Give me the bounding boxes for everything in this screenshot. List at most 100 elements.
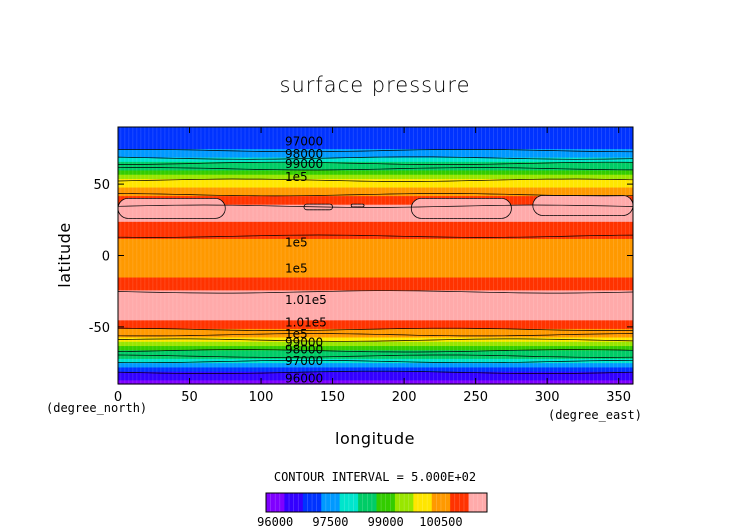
colorbar-segment bbox=[321, 493, 340, 512]
y-axis-label: latitude bbox=[55, 222, 74, 287]
contour-line bbox=[117, 234, 634, 238]
contour-label: 1e5 bbox=[285, 261, 308, 275]
contour-line bbox=[118, 149, 634, 153]
heatmap-band bbox=[118, 276, 633, 282]
heatmap-band bbox=[118, 332, 633, 338]
heatmap-band bbox=[118, 294, 633, 299]
contour-overlay: 9700098000990001e51e51e51.01e51.01e51e59… bbox=[117, 127, 634, 385]
heatmap-band bbox=[118, 289, 633, 295]
colorbar-segment bbox=[376, 493, 396, 512]
contour-label: 1.01e5 bbox=[285, 293, 327, 307]
colorbar-tick-label: 97500 bbox=[312, 515, 348, 529]
x-axis: 0 50 100 150 200 250 300 350 bbox=[114, 127, 631, 405]
contour-line bbox=[117, 156, 634, 160]
contour-label: 1.01e5 bbox=[285, 316, 327, 330]
heatmap-band bbox=[118, 354, 633, 359]
heatmap-band bbox=[118, 234, 633, 239]
x-tick-label: 200 bbox=[392, 390, 417, 405]
heatmap-band bbox=[118, 302, 633, 308]
colorbar-tick-label: 96000 bbox=[257, 515, 293, 529]
x-tick-label: 250 bbox=[463, 390, 488, 405]
colorbar-segment bbox=[450, 493, 469, 512]
colorbar-segment bbox=[468, 493, 488, 512]
contour-interval-text: CONTOUR INTERVAL = 5.000E+02 bbox=[274, 470, 476, 484]
x-unit-label: (degree_east) bbox=[548, 408, 642, 422]
colorbar-tick-label: 100500 bbox=[419, 515, 462, 529]
heatmap-band bbox=[118, 259, 633, 265]
heatmap-band bbox=[118, 336, 633, 342]
heatmap-band bbox=[118, 221, 633, 227]
x-tick-label: 150 bbox=[320, 390, 345, 405]
heatmap-band bbox=[118, 144, 633, 150]
heatmap-band bbox=[118, 195, 633, 201]
contour-label: 96000 bbox=[285, 371, 323, 385]
colorbar-tick-label: 99000 bbox=[368, 515, 404, 529]
contour-label: 1e5 bbox=[285, 327, 308, 341]
colorbar-frame bbox=[265, 492, 488, 513]
heatmap-band bbox=[118, 268, 633, 274]
heatmap-band bbox=[118, 212, 633, 218]
chart-title: surface pressure bbox=[280, 73, 471, 97]
heatmap-band bbox=[118, 341, 633, 347]
heatmap-band bbox=[118, 298, 633, 304]
contour-line bbox=[117, 349, 634, 353]
high-pressure-cell bbox=[350, 203, 365, 208]
colorbar-segment bbox=[266, 493, 285, 512]
x-tick-label: 0 bbox=[114, 390, 122, 405]
colorbar-segment bbox=[302, 493, 322, 512]
colorbar-segment bbox=[394, 493, 414, 512]
x-tick-label: 350 bbox=[606, 390, 631, 405]
contour-label: 1e5 bbox=[285, 236, 308, 250]
colorbar-segment bbox=[339, 493, 359, 512]
x-tick-label: 100 bbox=[249, 390, 274, 405]
heatmap-band bbox=[118, 371, 633, 377]
heatmap-band bbox=[118, 135, 633, 141]
heatmap-band bbox=[118, 306, 633, 312]
heatmap-band bbox=[118, 375, 633, 381]
contour-line bbox=[117, 333, 634, 337]
plot-area bbox=[117, 127, 634, 385]
contour-line bbox=[117, 370, 634, 374]
y-tick-label: 0 bbox=[102, 250, 110, 265]
heatmap-band bbox=[118, 216, 633, 222]
heatmap-band bbox=[118, 315, 633, 321]
heatmap-band bbox=[118, 156, 633, 162]
x-tick-label: 50 bbox=[181, 390, 198, 405]
contour-line bbox=[117, 204, 634, 208]
heatmap-band bbox=[118, 272, 633, 278]
contour-line bbox=[117, 178, 634, 182]
contour-label: 97000 bbox=[285, 134, 323, 148]
heatmap-band bbox=[118, 246, 633, 252]
heatmap-band bbox=[118, 204, 633, 209]
heatmap-band bbox=[118, 208, 633, 214]
contour-line bbox=[117, 290, 634, 294]
heatmap-band bbox=[118, 182, 633, 188]
contour-label: 97000 bbox=[285, 354, 323, 368]
heatmap-band bbox=[118, 358, 633, 364]
contour-line bbox=[117, 354, 634, 358]
contour-label: 98000 bbox=[285, 147, 323, 161]
contour-label: 99000 bbox=[285, 336, 323, 350]
heatmap-band bbox=[118, 264, 633, 269]
heatmap-band bbox=[118, 186, 633, 192]
heatmap-band bbox=[118, 251, 633, 257]
heatmap-band bbox=[118, 229, 633, 235]
contour-line bbox=[117, 338, 634, 342]
heatmap-band bbox=[118, 242, 633, 248]
contour-label: 98000 bbox=[285, 343, 323, 357]
x-axis-label: longitude bbox=[335, 429, 415, 448]
x-tick-label: 300 bbox=[535, 390, 560, 405]
heatmap-band bbox=[118, 165, 633, 171]
colorbar-segment bbox=[431, 493, 451, 512]
heatmap-band bbox=[118, 255, 633, 261]
heatmap-band bbox=[118, 199, 633, 205]
heatmap-band bbox=[118, 345, 633, 351]
high-pressure-cell bbox=[410, 197, 512, 219]
colorbar-segment bbox=[284, 493, 304, 512]
y-tick-label: 50 bbox=[93, 178, 110, 193]
heatmap-band bbox=[118, 139, 633, 145]
contour-line bbox=[117, 161, 634, 165]
heatmap-band bbox=[118, 131, 633, 137]
heatmap-band bbox=[118, 319, 633, 325]
contour-label: 99000 bbox=[285, 157, 323, 171]
